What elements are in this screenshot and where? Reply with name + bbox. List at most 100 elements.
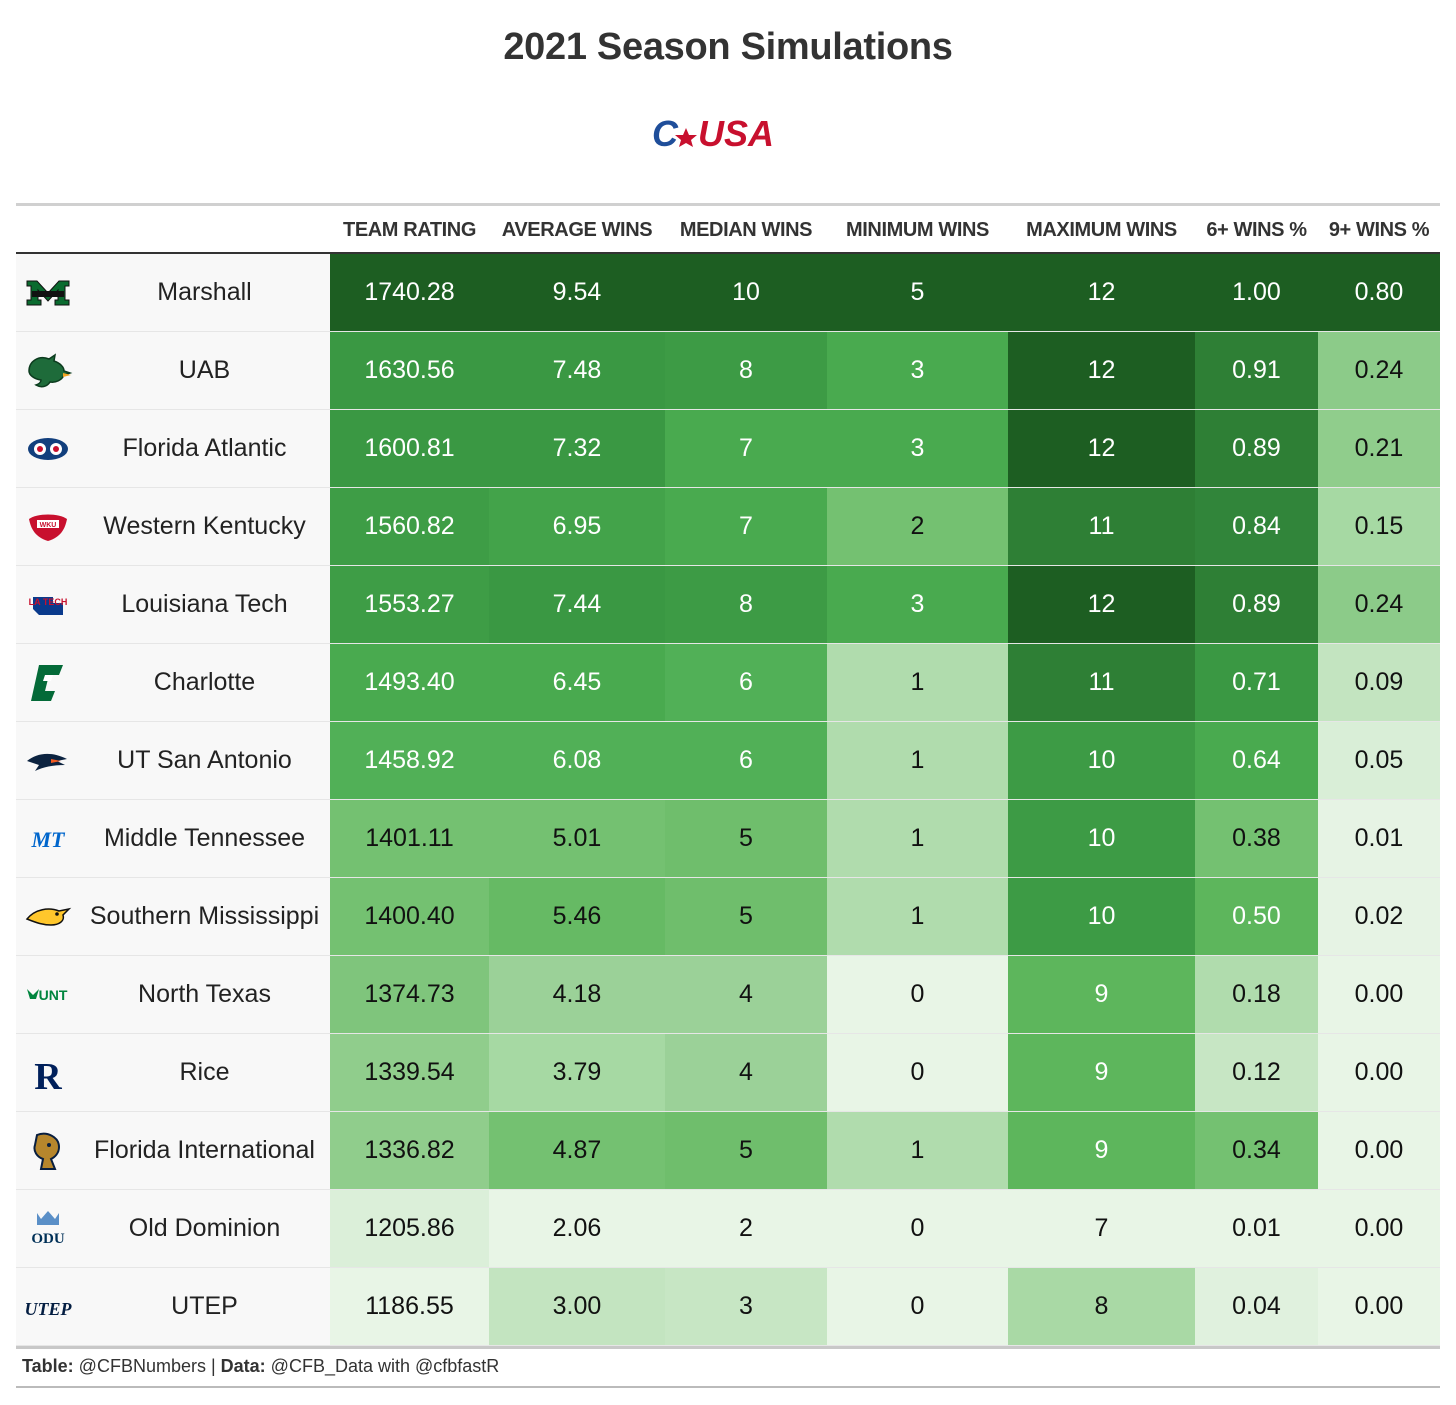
marshall-logo (23, 271, 73, 315)
team-name: UT San Antonio (79, 721, 330, 800)
cell-maximum-wins: 10 (1008, 799, 1195, 878)
svg-text:C: C (652, 116, 679, 154)
cell-average-wins: 9.54 (489, 253, 665, 332)
cell-average-wins: 7.32 (489, 409, 665, 488)
cell-median-wins: 5 (665, 877, 827, 956)
cell-average-wins: 4.18 (489, 955, 665, 1034)
cell-average-wins: 6.95 (489, 487, 665, 566)
table-row: LA TECH Louisiana Tech 1553.27 7.44 8 3 12 0.89… (16, 565, 1440, 644)
wku-logo: WKU (23, 505, 73, 549)
cell-nine-plus-wins-pct: 0.80 (1318, 253, 1440, 332)
cell-nine-plus-wins-pct: 0.00 (1318, 955, 1440, 1034)
table-row: ODU Old Dominion 1205.86 2.06 2 0 7 0.01 0.00 (16, 1189, 1440, 1268)
cell-nine-plus-wins-pct: 0.00 (1318, 1033, 1440, 1112)
cell-team-rating: 1740.28 (330, 253, 489, 332)
cell-median-wins: 2 (665, 1189, 827, 1268)
svg-text:WKU: WKU (39, 522, 56, 529)
footer-table-label: Table: (22, 1356, 74, 1376)
cell-average-wins: 4.87 (489, 1111, 665, 1190)
table-row: Southern Mississippi 1400.40 5.46 5 1 10 0.50 0… (16, 877, 1440, 956)
mtsu-logo: MT (23, 817, 73, 861)
cell-minimum-wins: 1 (827, 1111, 1008, 1190)
cell-median-wins: 6 (665, 643, 827, 722)
cell-minimum-wins: 0 (827, 1189, 1008, 1268)
team-name: Middle Tennessee (79, 799, 330, 878)
cell-median-wins: 6 (665, 721, 827, 800)
fau-logo (23, 427, 73, 471)
header-9-wins-pct: 9+ WINS % (1318, 208, 1440, 254)
cell-minimum-wins: 1 (827, 643, 1008, 722)
cell-maximum-wins: 12 (1008, 331, 1195, 410)
cell-maximum-wins: 9 (1008, 1111, 1195, 1190)
cell-average-wins: 6.45 (489, 643, 665, 722)
cell-median-wins: 7 (665, 409, 827, 488)
cell-maximum-wins: 10 (1008, 877, 1195, 956)
cell-six-plus-wins-pct: 0.84 (1195, 487, 1318, 566)
cell-team-rating: 1205.86 (330, 1189, 489, 1268)
uab-logo (23, 349, 73, 393)
cell-team-rating: 1630.56 (330, 331, 489, 410)
team-logo-cell (16, 721, 79, 800)
cell-maximum-wins: 12 (1008, 565, 1195, 644)
cell-six-plus-wins-pct: 0.91 (1195, 331, 1318, 410)
utsa-logo (23, 739, 73, 783)
cell-team-rating: 1339.54 (330, 1033, 489, 1112)
cell-median-wins: 5 (665, 1111, 827, 1190)
cell-minimum-wins: 0 (827, 955, 1008, 1034)
cell-average-wins: 7.44 (489, 565, 665, 644)
cell-average-wins: 5.46 (489, 877, 665, 956)
cell-maximum-wins: 9 (1008, 1033, 1195, 1112)
usm-logo (23, 895, 73, 939)
team-name: Rice (79, 1033, 330, 1112)
header-minimum-wins: MINIMUM WINS (827, 208, 1008, 254)
cell-six-plus-wins-pct: 0.38 (1195, 799, 1318, 878)
cell-minimum-wins: 3 (827, 409, 1008, 488)
cell-minimum-wins: 1 (827, 877, 1008, 956)
table-body: Marshall 1740.28 9.54 10 5 12 1.00 0.80 UAB 1630.… (16, 253, 1440, 1346)
cell-team-rating: 1374.73 (330, 955, 489, 1034)
svg-text:R: R (34, 1056, 62, 1095)
team-name: Florida Atlantic (79, 409, 330, 488)
header-average-wins: AVERAGE WINS (489, 208, 665, 254)
cell-nine-plus-wins-pct: 0.00 (1318, 1267, 1440, 1346)
cell-maximum-wins: 12 (1008, 409, 1195, 488)
cell-team-rating: 1458.92 (330, 721, 489, 800)
charlotte-logo (23, 661, 73, 705)
cell-nine-plus-wins-pct: 0.24 (1318, 565, 1440, 644)
cell-median-wins: 4 (665, 1033, 827, 1112)
cell-six-plus-wins-pct: 0.18 (1195, 955, 1318, 1034)
table-row: WKU Western Kentucky 1560.82 6.95 7 2 11 0.84 0.… (16, 487, 1440, 566)
table-row: UTEP UTEP 1186.55 3.00 3 0 8 0.04 0.00 (16, 1267, 1440, 1346)
cell-average-wins: 5.01 (489, 799, 665, 878)
logo-header (16, 208, 79, 254)
cell-six-plus-wins-pct: 0.50 (1195, 877, 1318, 956)
cell-six-plus-wins-pct: 0.04 (1195, 1267, 1318, 1346)
team-name: UTEP (79, 1267, 330, 1346)
cell-minimum-wins: 1 (827, 721, 1008, 800)
cell-median-wins: 7 (665, 487, 827, 566)
cell-average-wins: 3.00 (489, 1267, 665, 1346)
cell-nine-plus-wins-pct: 0.05 (1318, 721, 1440, 800)
svg-text:ODU: ODU (31, 1231, 65, 1247)
page-title: 2021 Season Simulations (503, 26, 953, 68)
svg-text:MT: MT (30, 827, 66, 852)
table-row: Marshall 1740.28 9.54 10 5 12 1.00 0.80 (16, 253, 1440, 332)
header-team-rating: TEAM RATING (330, 208, 489, 254)
team-name: Marshall (79, 253, 330, 332)
team-header (79, 208, 330, 254)
cell-team-rating: 1186.55 (330, 1267, 489, 1346)
cell-six-plus-wins-pct: 0.64 (1195, 721, 1318, 800)
footer-table-value: @CFBNumbers | (73, 1356, 221, 1376)
cell-minimum-wins: 0 (827, 1267, 1008, 1346)
svg-text:UNT: UNT (38, 987, 67, 1003)
team-name: Southern Mississippi (79, 877, 330, 956)
team-logo-cell: ODU (16, 1189, 79, 1268)
cell-maximum-wins: 10 (1008, 721, 1195, 800)
cell-nine-plus-wins-pct: 0.01 (1318, 799, 1440, 878)
cell-nine-plus-wins-pct: 0.24 (1318, 331, 1440, 410)
rice-logo: R (23, 1051, 73, 1098)
cell-six-plus-wins-pct: 0.34 (1195, 1111, 1318, 1190)
cell-minimum-wins: 3 (827, 331, 1008, 410)
cell-minimum-wins: 5 (827, 253, 1008, 332)
fiu-logo (23, 1129, 73, 1173)
